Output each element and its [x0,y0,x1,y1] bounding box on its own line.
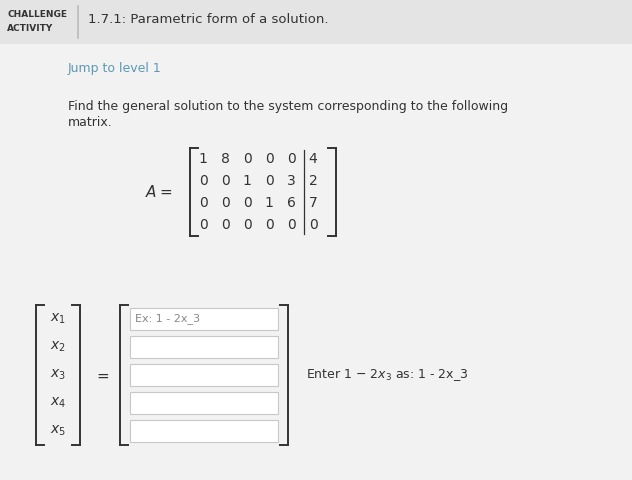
FancyBboxPatch shape [130,420,278,442]
Text: 6: 6 [286,196,295,210]
Text: ACTIVITY: ACTIVITY [7,24,53,33]
Text: 4: 4 [308,152,317,166]
Text: $A =$: $A =$ [145,184,172,200]
Text: 0: 0 [198,196,207,210]
Text: 0: 0 [198,218,207,232]
Text: $x_4$: $x_4$ [50,396,66,410]
Text: 3: 3 [287,174,295,188]
Text: 0: 0 [287,218,295,232]
Text: 1: 1 [243,174,252,188]
FancyBboxPatch shape [130,364,278,386]
Text: 0: 0 [221,218,229,232]
Text: 0: 0 [198,174,207,188]
Text: 0: 0 [265,152,274,166]
Text: 0: 0 [243,152,252,166]
Text: matrix.: matrix. [68,116,112,129]
Text: 0: 0 [243,218,252,232]
Text: 0: 0 [265,174,274,188]
Text: 8: 8 [221,152,229,166]
Text: 7: 7 [308,196,317,210]
FancyBboxPatch shape [0,0,632,44]
FancyBboxPatch shape [130,308,278,330]
Text: $x_3$: $x_3$ [50,368,66,382]
Text: $x_2$: $x_2$ [50,340,66,354]
Text: 1: 1 [198,152,207,166]
Text: $x_5$: $x_5$ [50,424,66,438]
FancyBboxPatch shape [130,336,278,358]
Text: CHALLENGE: CHALLENGE [7,10,67,19]
Text: Ex: 1 - 2x_3: Ex: 1 - 2x_3 [135,313,200,324]
Text: Find the general solution to the system corresponding to the following: Find the general solution to the system … [68,100,508,113]
Text: 0: 0 [287,152,295,166]
Text: Enter 1 $-$ 2$x_3$ as: 1 - 2x_3: Enter 1 $-$ 2$x_3$ as: 1 - 2x_3 [306,367,468,383]
Text: 0: 0 [243,196,252,210]
Text: $=$: $=$ [94,368,110,383]
Text: 0: 0 [265,218,274,232]
Text: Jump to level 1: Jump to level 1 [68,62,162,75]
Text: 2: 2 [308,174,317,188]
Text: 0: 0 [221,174,229,188]
Text: 0: 0 [221,196,229,210]
Text: 1: 1 [265,196,274,210]
FancyBboxPatch shape [130,392,278,414]
Text: $x_1$: $x_1$ [50,312,66,326]
Text: 0: 0 [308,218,317,232]
Text: 1.7.1: Parametric form of a solution.: 1.7.1: Parametric form of a solution. [88,13,329,26]
